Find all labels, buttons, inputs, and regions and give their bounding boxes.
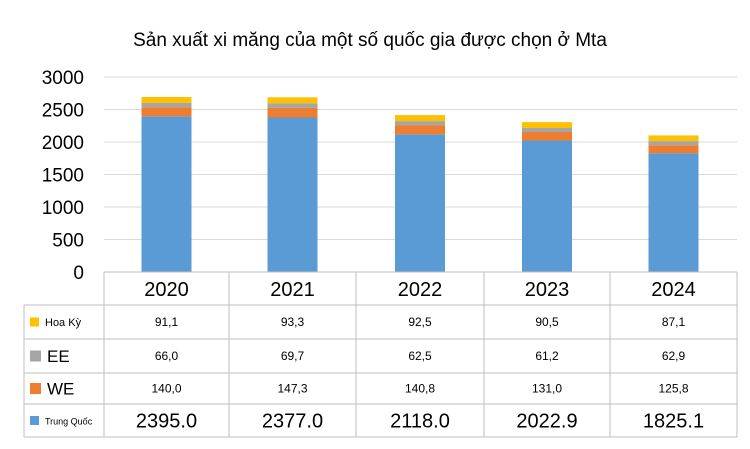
x-tick-label: 2021 <box>270 279 315 301</box>
data-label: 87,1 <box>662 315 686 329</box>
y-tick-label: 0 <box>73 263 84 284</box>
y-axis: 0 500 1000 1500 2000 2500 3000 <box>42 68 84 284</box>
y-tick-label: 1000 <box>42 198 84 219</box>
bar-segment <box>395 134 445 272</box>
legend-label: WE <box>47 380 74 399</box>
bar-stacks <box>141 97 699 273</box>
bar-segment <box>522 140 572 272</box>
legend-swatch <box>30 383 41 394</box>
data-label: 2395.0 <box>136 411 197 433</box>
y-tick-label: 1500 <box>42 166 84 187</box>
y-tick-label: 2500 <box>42 101 84 122</box>
legend-swatch <box>30 317 39 327</box>
data-label: 69,7 <box>281 349 305 363</box>
data-label: 131,0 <box>532 382 562 396</box>
data-label: 2118.0 <box>390 411 450 433</box>
bar-segment <box>267 97 318 104</box>
bar-segment <box>267 117 318 273</box>
legend-label: Trung Quốc <box>45 417 93 427</box>
bar-segment <box>648 141 699 146</box>
data-label: 61,2 <box>535 349 559 363</box>
x-tick-label: 2020 <box>144 279 189 301</box>
data-label: 90,5 <box>535 315 559 329</box>
y-tick-label: 500 <box>52 231 84 252</box>
data-label: 147,3 <box>277 382 307 396</box>
x-tick-label: 2022 <box>398 279 443 301</box>
data-label: 2377.0 <box>262 411 323 433</box>
legend-swatch <box>30 416 39 425</box>
data-label: 125,8 <box>658 382 688 396</box>
data-label: 62,9 <box>662 349 686 363</box>
bar-segment <box>141 97 192 103</box>
legend-label: Hoa Kỳ <box>45 317 82 329</box>
bar-segment <box>648 145 699 154</box>
data-label: 62,5 <box>408 349 432 363</box>
data-label: 91,1 <box>155 315 179 329</box>
data-label: 140,0 <box>151 382 181 396</box>
legend-swatch <box>30 350 41 362</box>
bar-segment <box>395 121 445 126</box>
data-label: 1825.1 <box>643 411 704 433</box>
bar-segment <box>522 122 572 129</box>
bar-segment <box>522 128 572 132</box>
bar-segment <box>648 135 699 142</box>
bar-segment <box>395 125 445 135</box>
data-label: 66,0 <box>155 349 179 363</box>
y-tick-label: 3000 <box>42 68 84 89</box>
data-label: 140,8 <box>405 382 435 396</box>
data-label: 2022.9 <box>516 411 577 433</box>
bar-segment <box>395 115 445 122</box>
bar-segment <box>141 107 192 117</box>
bar-segment <box>267 103 318 108</box>
bar-segment <box>141 116 192 272</box>
data-label: 93,3 <box>281 315 305 329</box>
data-label: 92,5 <box>408 315 432 329</box>
bar-segment <box>648 153 699 272</box>
bar-segment <box>267 107 318 118</box>
x-tick-label: 2023 <box>525 279 570 301</box>
bar-segment <box>522 131 572 141</box>
chart-title: Sản xuất xi măng của một số quốc gia đượ… <box>133 30 607 51</box>
x-tick-label: 2024 <box>651 279 696 301</box>
y-tick-label: 2000 <box>42 133 84 154</box>
legend-label: EE <box>47 347 70 366</box>
bar-segment <box>141 102 192 108</box>
data-table: 2020 2021 2022 2023 2024 Hoa Kỳ 91,1 93,3 92,5 90… <box>23 271 738 438</box>
